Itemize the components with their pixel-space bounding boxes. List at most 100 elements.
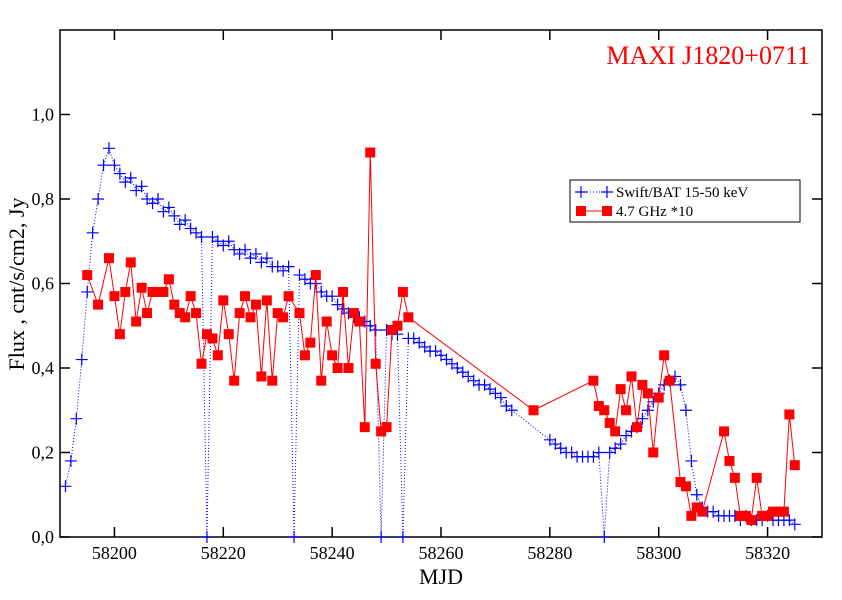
data-point <box>179 214 192 227</box>
data-point <box>305 337 316 348</box>
data-point <box>592 446 605 459</box>
chart-title: MAXI J1820+0711 <box>606 41 810 70</box>
data-point <box>685 454 698 467</box>
data-point <box>120 286 131 297</box>
plot-frame <box>59 29 823 538</box>
data-point <box>679 404 692 417</box>
data-point <box>690 488 703 501</box>
data-point <box>299 350 310 361</box>
data-point <box>370 358 381 369</box>
data-point <box>245 312 256 323</box>
legend-marker <box>576 206 586 216</box>
data-point <box>163 274 174 285</box>
series-line <box>64 146 796 538</box>
data-point <box>97 159 110 172</box>
data-point <box>147 286 158 297</box>
data-point <box>267 375 278 386</box>
data-point <box>261 295 272 306</box>
data-point <box>740 510 751 521</box>
data-point <box>392 320 403 331</box>
data-point <box>604 417 615 428</box>
data-point <box>223 329 234 340</box>
data-point <box>773 506 784 517</box>
data-point <box>691 502 702 513</box>
data-point <box>664 375 675 386</box>
data-point <box>598 531 611 543</box>
data-point <box>288 531 301 543</box>
data-point <box>387 324 398 335</box>
data-point <box>114 329 125 340</box>
data-point <box>631 422 642 433</box>
data-point <box>272 308 283 319</box>
data-point <box>162 201 175 214</box>
data-point <box>152 286 163 297</box>
y-tick-label: 0,4 <box>32 358 55 378</box>
data-point <box>396 531 409 543</box>
y-tick-label: 0,6 <box>32 274 55 294</box>
data-point <box>674 378 687 391</box>
data-point <box>278 312 289 323</box>
data-point <box>778 506 789 517</box>
data-point <box>653 392 664 403</box>
data-point <box>86 226 99 239</box>
data-point <box>185 291 196 302</box>
data-point <box>169 299 180 310</box>
data-point <box>746 515 757 526</box>
data-point <box>614 438 627 451</box>
y-tick-label: 0,2 <box>32 443 55 463</box>
data-point <box>239 243 252 256</box>
data-point <box>697 506 708 517</box>
y-tick-label: 0,8 <box>32 189 55 209</box>
y-tick-label: 1,0 <box>32 105 55 125</box>
data-point <box>191 308 202 319</box>
data-point <box>109 291 120 302</box>
data-point <box>81 285 94 298</box>
data-point <box>142 308 153 319</box>
data-point <box>599 405 610 416</box>
data-point <box>125 257 136 268</box>
data-point <box>256 371 267 382</box>
data-point <box>326 290 339 303</box>
data-point <box>784 409 795 420</box>
data-point <box>59 480 72 493</box>
data-point <box>75 353 88 366</box>
y-tick-label: 0,0 <box>32 527 55 547</box>
data-point <box>282 260 295 273</box>
data-point <box>642 388 653 399</box>
data-point <box>124 171 137 184</box>
x-axis-label: MJD <box>419 564 463 589</box>
x-tick-label: 58260 <box>419 543 464 563</box>
data-point <box>610 426 621 437</box>
data-point <box>354 316 365 327</box>
data-point <box>260 252 273 265</box>
data-point <box>70 412 83 425</box>
data-point <box>588 375 599 386</box>
data-point <box>675 477 686 488</box>
data-point <box>789 460 800 471</box>
data-point <box>180 312 191 323</box>
data-point <box>397 286 408 297</box>
data-point <box>719 426 730 437</box>
x-tick-label: 58240 <box>310 543 355 563</box>
data-point <box>201 329 212 340</box>
data-point <box>113 167 126 180</box>
data-point <box>82 270 93 281</box>
data-point <box>615 384 626 395</box>
data-point <box>250 299 261 310</box>
data-point <box>724 455 735 466</box>
x-tick-label: 58320 <box>745 543 790 563</box>
data-point <box>403 312 414 323</box>
data-point <box>229 375 240 386</box>
data-point <box>158 286 169 297</box>
data-point <box>316 375 327 386</box>
data-point <box>196 358 207 369</box>
data-point <box>234 308 245 319</box>
data-point <box>648 447 659 458</box>
data-point <box>92 193 105 205</box>
data-point <box>369 323 382 336</box>
data-point <box>174 308 185 319</box>
data-point <box>249 247 262 260</box>
legend-marker <box>602 206 612 216</box>
data-point <box>136 282 147 293</box>
